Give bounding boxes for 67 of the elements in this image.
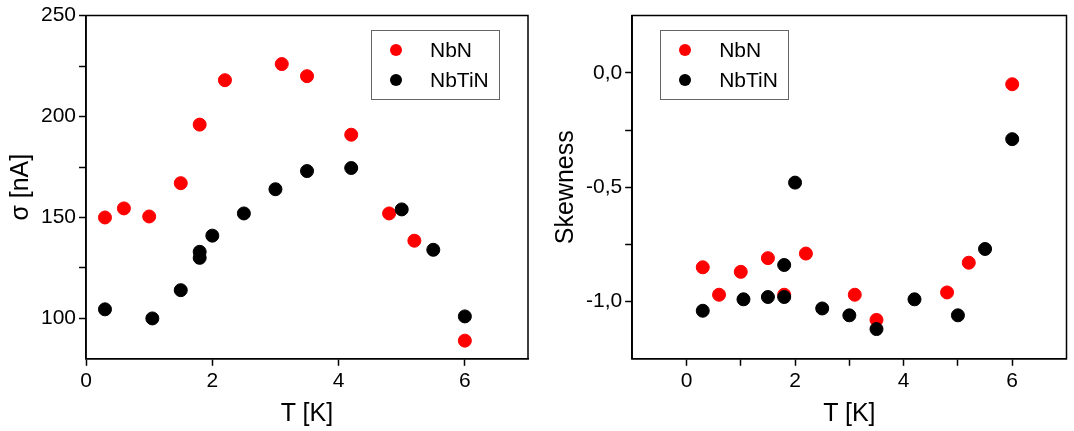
point bbox=[205, 228, 220, 243]
point bbox=[173, 176, 188, 191]
x-axis-title: T [K] bbox=[823, 397, 876, 426]
point bbox=[1005, 77, 1020, 92]
point bbox=[217, 73, 232, 88]
point bbox=[842, 308, 857, 323]
point bbox=[300, 69, 315, 84]
x-tick-label: 0 bbox=[680, 368, 693, 392]
x-tick-label: 0 bbox=[80, 368, 92, 392]
point bbox=[173, 283, 188, 298]
x-tick-label: 4 bbox=[897, 368, 910, 392]
point bbox=[142, 209, 157, 224]
point bbox=[736, 292, 751, 307]
legend-label: NbTiN bbox=[719, 67, 778, 92]
point bbox=[457, 333, 472, 348]
y-tick-label: 0,0 bbox=[592, 59, 623, 83]
point bbox=[382, 206, 397, 221]
point bbox=[695, 260, 710, 275]
x-tick-label: 2 bbox=[789, 368, 801, 392]
point bbox=[815, 301, 830, 316]
point bbox=[145, 311, 160, 326]
point bbox=[97, 302, 112, 317]
x-tick-label: 6 bbox=[459, 368, 471, 392]
point bbox=[788, 175, 803, 190]
y-tick-label: 150 bbox=[40, 204, 77, 228]
point bbox=[978, 241, 993, 256]
point bbox=[950, 308, 965, 323]
point bbox=[760, 290, 775, 305]
point bbox=[733, 264, 748, 279]
point bbox=[1005, 132, 1020, 147]
y-axis-title: Skewness bbox=[549, 130, 578, 245]
point bbox=[97, 210, 112, 225]
point bbox=[300, 164, 315, 179]
point bbox=[407, 233, 422, 248]
point bbox=[236, 206, 251, 221]
x-axis-title: T [K] bbox=[280, 397, 334, 426]
point bbox=[869, 322, 884, 337]
point bbox=[907, 292, 922, 307]
point bbox=[394, 202, 409, 217]
point bbox=[344, 161, 359, 176]
point bbox=[192, 117, 207, 132]
point bbox=[344, 127, 359, 142]
y-tick-label: 200 bbox=[40, 103, 77, 127]
point bbox=[798, 246, 813, 261]
legend-label: NbN bbox=[430, 37, 473, 62]
point bbox=[777, 257, 792, 272]
y-tick-label: -0,5 bbox=[586, 174, 623, 197]
point bbox=[847, 287, 862, 302]
y-tick-label: 100 bbox=[40, 305, 77, 329]
point bbox=[457, 309, 472, 324]
y-tick-label: 250 bbox=[40, 2, 77, 26]
x-tick-label: 4 bbox=[332, 368, 345, 392]
point bbox=[760, 251, 775, 266]
y-axis-title: σ [nA] bbox=[4, 153, 33, 221]
y-tick-label: -1,0 bbox=[586, 288, 623, 312]
point bbox=[940, 285, 955, 300]
x-tick-label: 6 bbox=[1006, 368, 1019, 392]
point bbox=[695, 303, 710, 318]
point bbox=[712, 287, 727, 302]
point bbox=[274, 57, 289, 72]
point bbox=[426, 242, 441, 257]
legend-label: NbN bbox=[719, 37, 762, 62]
point bbox=[961, 255, 976, 270]
x-tick-label: 2 bbox=[206, 368, 219, 392]
point bbox=[268, 182, 283, 197]
legend-label: NbTiN bbox=[430, 67, 489, 92]
point bbox=[116, 201, 131, 216]
